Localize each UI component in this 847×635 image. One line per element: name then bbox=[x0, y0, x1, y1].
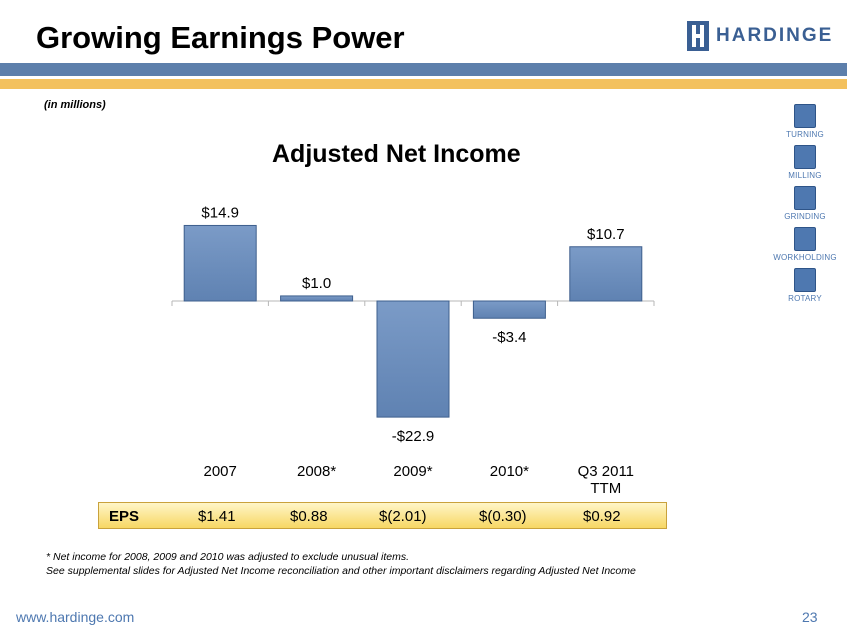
sidebar-item-grinding[interactable]: GRINDING bbox=[770, 186, 840, 221]
eps-row: EPS $1.41 $0.88 $(2.01) $(0.30) $0.92 bbox=[98, 502, 667, 529]
eps-value: $0.92 bbox=[583, 508, 621, 525]
data-label: $1.0 bbox=[302, 275, 331, 292]
grinding-icon bbox=[794, 186, 816, 210]
header-rule-gold bbox=[0, 79, 847, 89]
milling-icon bbox=[794, 145, 816, 169]
units-note: (in millions) bbox=[44, 99, 106, 111]
footnote-line: * Net income for 2008, 2009 and 2010 was… bbox=[46, 551, 410, 563]
page-number: 23 bbox=[802, 609, 818, 625]
category-label: 2009* bbox=[393, 463, 432, 480]
category-label: Q3 2011 bbox=[578, 463, 634, 480]
chart-title: Adjusted Net Income bbox=[272, 140, 521, 168]
turning-icon bbox=[794, 104, 816, 128]
category-label: 2008* bbox=[297, 463, 336, 480]
sidebar-item-rotary[interactable]: ROTARY bbox=[770, 268, 840, 303]
page-title: Growing Earnings Power bbox=[36, 20, 405, 55]
rotary-icon bbox=[794, 268, 816, 292]
eps-value: $1.41 bbox=[198, 508, 236, 525]
eps-value: $0.88 bbox=[290, 508, 328, 525]
hardinge-h-icon bbox=[687, 21, 709, 51]
footnote: * Net income for 2008, 2009 and 2010 was… bbox=[46, 550, 636, 578]
category-label: TTM bbox=[590, 480, 621, 497]
header-rule-blue bbox=[0, 63, 847, 76]
sidebar: TURNING MILLING GRINDING WORKHOLDING ROT… bbox=[770, 104, 840, 309]
logo-text: HARDINGE bbox=[716, 25, 834, 46]
data-label: $10.7 bbox=[587, 226, 625, 243]
sidebar-label: ROTARY bbox=[788, 294, 822, 303]
bar bbox=[280, 295, 354, 302]
bar bbox=[472, 300, 546, 319]
data-label: -$22.9 bbox=[392, 428, 435, 445]
category-label: 2007 bbox=[204, 463, 237, 480]
website-link[interactable]: www.hardinge.com bbox=[16, 609, 135, 625]
data-label: -$3.4 bbox=[492, 329, 526, 346]
bar bbox=[569, 246, 643, 302]
sidebar-item-turning[interactable]: TURNING bbox=[770, 104, 840, 139]
eps-value: $(0.30) bbox=[479, 508, 527, 525]
sidebar-label: WORKHOLDING bbox=[773, 253, 837, 262]
sidebar-label: GRINDING bbox=[784, 212, 826, 221]
sidebar-item-workholding[interactable]: WORKHOLDING bbox=[770, 227, 840, 262]
sidebar-label: TURNING bbox=[786, 130, 824, 139]
bar bbox=[183, 224, 257, 302]
sidebar-label: MILLING bbox=[788, 171, 822, 180]
hardinge-logo: HARDINGE bbox=[687, 20, 833, 52]
eps-value: $(2.01) bbox=[379, 508, 427, 525]
category-label: 2010* bbox=[490, 463, 529, 480]
eps-label: EPS bbox=[109, 508, 140, 525]
bar bbox=[376, 300, 450, 418]
sidebar-item-milling[interactable]: MILLING bbox=[770, 145, 840, 180]
workholding-icon bbox=[794, 227, 816, 251]
data-label: $14.9 bbox=[201, 204, 239, 221]
adjusted-net-income-chart: $14.9 2007 $1.0 2008* -$22.9 2009* -$3.4 2010* $… bbox=[171, 204, 655, 497]
footnote-line: See supplemental slides for Adjusted Net… bbox=[46, 565, 636, 577]
